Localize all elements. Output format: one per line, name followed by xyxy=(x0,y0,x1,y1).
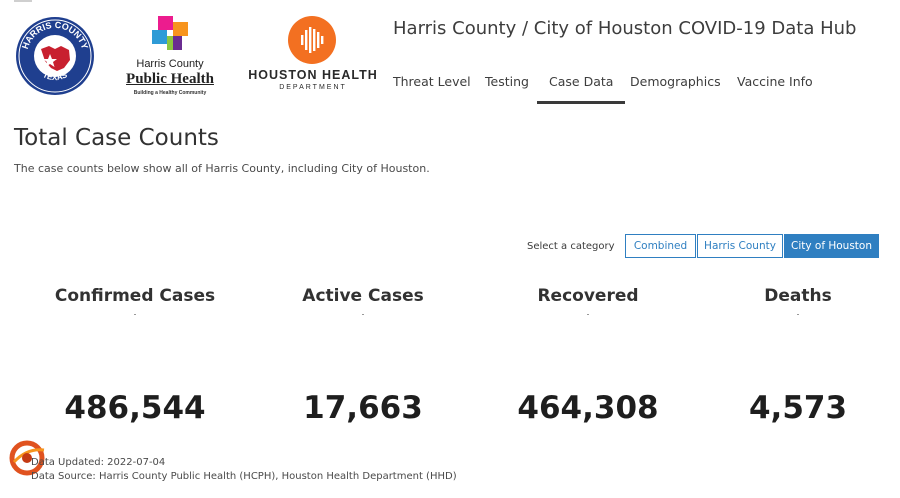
hcph-name-line2: Public Health xyxy=(126,71,214,87)
confirmed-cases-divider xyxy=(134,314,136,315)
tab-vaccine-info[interactable]: Vaccine Info xyxy=(737,74,813,89)
hhd-logo: HOUSTON HEALTH DEPARTMENT xyxy=(243,16,383,96)
recovered-value: 464,308 xyxy=(517,390,659,426)
category-label: Select a category xyxy=(527,241,615,252)
footer-swirl-logo xyxy=(8,438,48,476)
data-updated-text: Data Updated: 2022-07-04 xyxy=(31,457,166,468)
harris-county-seal-logo: HARRIS COUNTY TEXAS xyxy=(15,16,95,96)
top-divider xyxy=(14,0,32,2)
app-title: Harris County / City of Houston COVID-19… xyxy=(393,18,857,39)
active-cases-divider xyxy=(362,314,364,315)
confirmed-cases-label: Confirmed Cases xyxy=(54,286,216,306)
hhd-name-line1: HOUSTON HEALTH xyxy=(248,68,378,82)
hcph-squares-icon xyxy=(152,16,188,50)
recovered-divider xyxy=(587,314,589,315)
active-cases-label: Active Cases xyxy=(302,286,424,306)
active-cases-value: 17,663 xyxy=(303,390,423,426)
page-title: Total Case Counts xyxy=(14,125,219,151)
tab-demographics[interactable]: Demographics xyxy=(630,74,721,89)
hcph-name-line1: Harris County xyxy=(136,58,204,70)
deaths-divider xyxy=(797,314,799,315)
tab-threat-level[interactable]: Threat Level xyxy=(393,74,471,89)
deaths-value: 4,573 xyxy=(748,390,848,426)
tab-case-data[interactable]: Case Data xyxy=(536,74,626,104)
hhd-emblem-icon xyxy=(288,16,336,64)
seal-bottom-text: TEXAS xyxy=(41,70,69,82)
confirmed-cases-value: 486,544 xyxy=(64,390,206,426)
page-subtitle: The case counts below show all of Harris… xyxy=(14,162,430,175)
category-harris-county-button[interactable]: Harris County xyxy=(697,234,783,258)
category-city-of-houston-button[interactable]: City of Houston xyxy=(784,234,879,258)
hcph-logo: Harris County Public Health Building a H… xyxy=(114,16,226,98)
tab-testing[interactable]: Testing xyxy=(485,74,529,89)
category-combined-button[interactable]: Combined xyxy=(625,234,696,258)
hcph-tagline: Building a Healthy Community xyxy=(133,90,207,96)
svg-text:TEXAS: TEXAS xyxy=(41,70,69,82)
hhd-name-line2: DEPARTMENT xyxy=(279,84,347,91)
recovered-label: Recovered xyxy=(537,286,639,306)
data-source-text: Data Source: Harris County Public Health… xyxy=(31,471,457,482)
deaths-label: Deaths xyxy=(764,286,832,306)
